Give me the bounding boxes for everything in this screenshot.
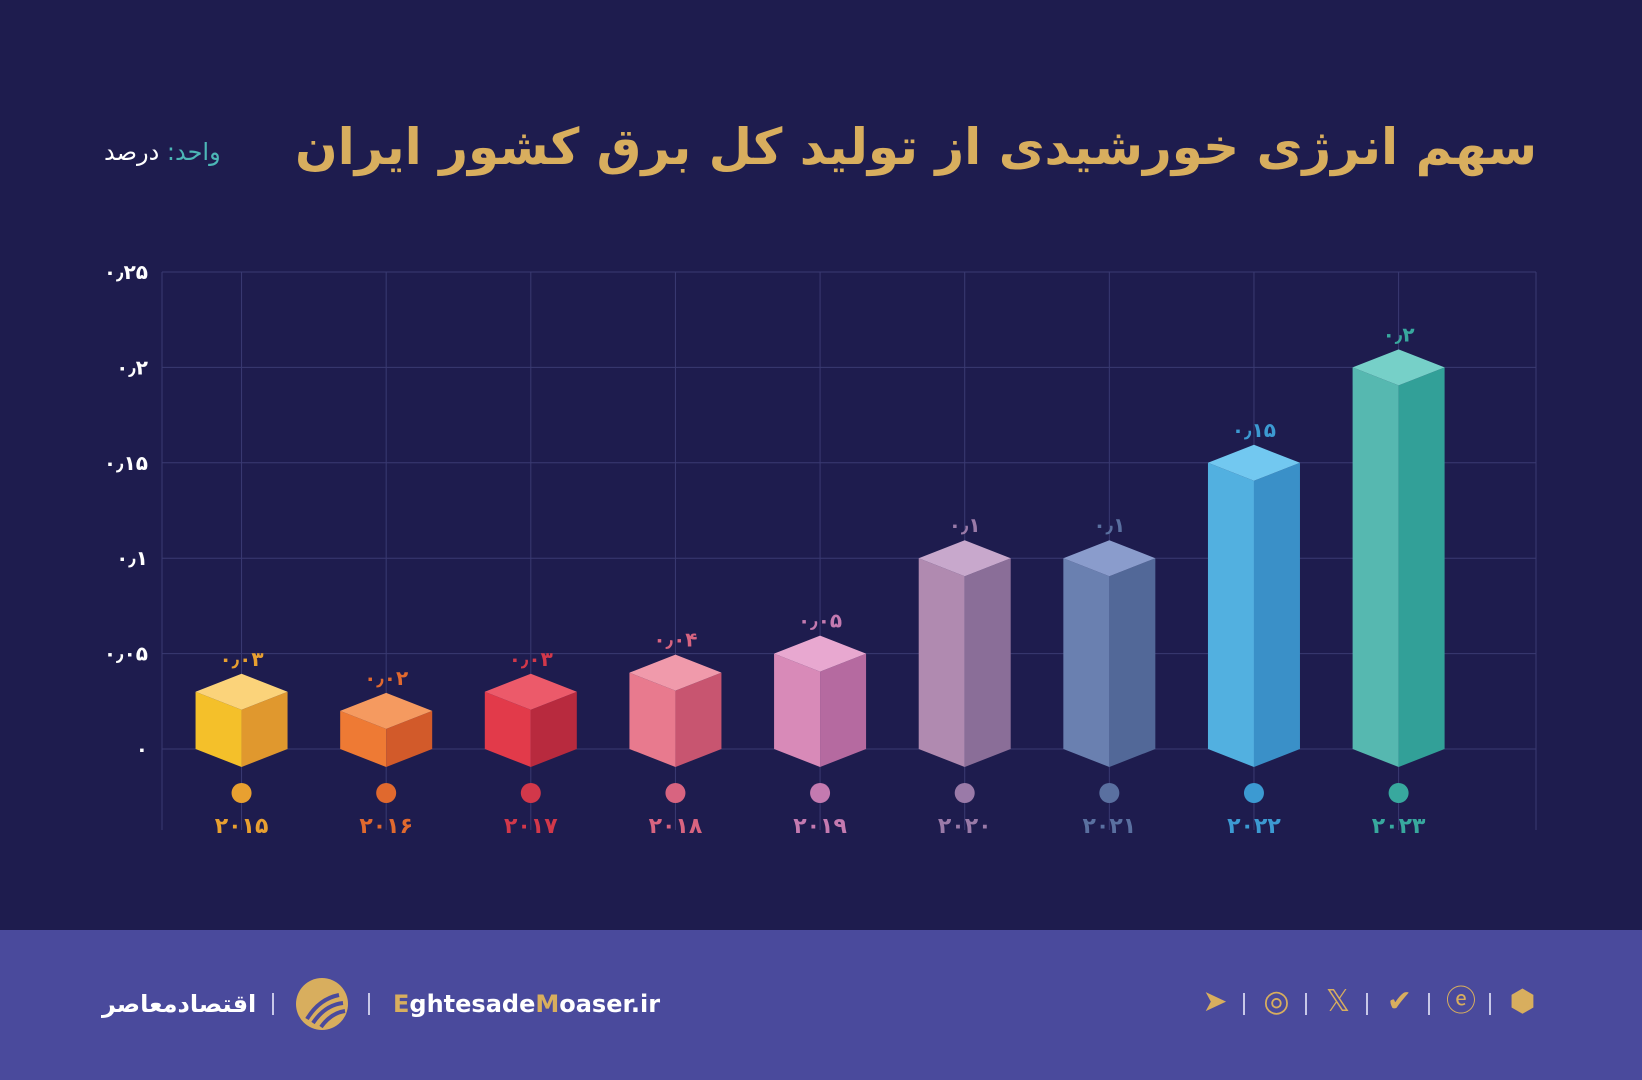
y-tick-label: ۰٫۲	[116, 355, 148, 379]
category-dot	[1099, 783, 1120, 803]
brand-logo-icon	[296, 978, 348, 1030]
bar-6	[1063, 540, 1156, 767]
bar-face-right	[530, 691, 577, 767]
bar-face-left	[340, 710, 387, 767]
bar-7	[1207, 444, 1300, 767]
bar-face-top	[340, 692, 433, 729]
category-dot	[954, 783, 975, 803]
bale-icon[interactable]: ✔	[1386, 984, 1413, 1019]
bar-face-right	[820, 653, 867, 767]
bar-face-top	[774, 635, 867, 672]
bar-face-top	[484, 673, 577, 710]
x-tick-label: ۲۰۱۹	[793, 814, 847, 839]
bar-face-right	[241, 691, 288, 767]
x-tick-label: ۲۰۱۵	[215, 814, 269, 839]
bar-0	[195, 673, 288, 767]
divider	[1366, 993, 1368, 1015]
unit-key: واحد:	[166, 138, 221, 166]
x-tick-label: ۲۰۲۱	[1082, 814, 1136, 839]
category-dot	[376, 783, 397, 803]
bar-face-top	[1352, 349, 1445, 386]
bar-face-left	[629, 672, 676, 767]
x-tick-label: ۲۰۲۳	[1372, 814, 1426, 839]
y-tick-label: ۰	[136, 737, 148, 761]
x-tick-label: ۲۰۱۸	[649, 814, 703, 839]
bar-face-right	[1398, 367, 1445, 767]
data-label: ۰٫۱	[949, 513, 981, 537]
bar-chart: ۰ ۰٫۰۵ ۰٫۱ ۰٫۱۵ ۰٫۲ ۰٫۲۵ ۰٫۰۳ ۲۰۱۵ ۰٫۰۲ ۲۰۱۶ ۰٫۰۳ ۲…	[104, 260, 1537, 839]
bar-face-left	[774, 653, 821, 767]
bar-face-top	[629, 654, 722, 691]
data-label: ۰٫۲	[1383, 322, 1415, 346]
bar-8	[1352, 349, 1445, 767]
bar-face-left	[1352, 367, 1399, 767]
divider	[1243, 993, 1245, 1015]
unit-label: واحد: درصد	[104, 138, 221, 166]
x-tick-label: ۲۰۱۶	[359, 814, 413, 839]
x-tick-label: ۲۰۲۲	[1227, 814, 1281, 839]
bar-2	[484, 673, 577, 767]
divider	[1304, 993, 1307, 1015]
website-link[interactable]: EghtesadeMoaser.ir	[393, 990, 661, 1018]
bar-1	[340, 692, 433, 767]
bar-face-left	[1207, 462, 1254, 767]
telegram-icon[interactable]: ➤	[1202, 984, 1228, 1019]
y-tick-label: ۰٫۱۵	[104, 451, 148, 475]
bar-face-top	[195, 673, 288, 710]
bar-face-left	[918, 558, 965, 767]
x-icon[interactable]: 𝕏	[1325, 984, 1351, 1019]
divider	[1489, 993, 1491, 1015]
y-tick-label: ۰٫۰۵	[104, 642, 148, 666]
bar-face-top	[1063, 540, 1156, 577]
bar-face-right	[675, 672, 722, 767]
category-dot	[231, 783, 252, 803]
category-dot	[520, 783, 541, 803]
data-label: ۰٫۱	[1093, 513, 1125, 537]
bar-face-left	[195, 691, 242, 767]
bar-face-top	[1207, 444, 1300, 481]
category-dot	[1388, 783, 1409, 803]
instagram-icon[interactable]: ◎	[1263, 984, 1290, 1019]
bar-face-right	[386, 710, 433, 767]
bar-3	[629, 654, 722, 767]
y-tick-label: ۰٫۲۵	[104, 260, 148, 284]
bar-face-right	[1109, 558, 1156, 767]
data-label: ۰٫۰۲	[364, 666, 408, 690]
eitaa-icon[interactable]: ⓔ	[1446, 984, 1476, 1019]
category-dot	[665, 783, 686, 803]
x-tick-label: ۲۰۱۷	[504, 814, 558, 839]
data-label: ۰٫۰۳	[509, 647, 553, 671]
footer: اقتصادمعاصر EghtesadeMoaser.ir ➤ ◎ 𝕏 ✔ ⓔ ⬢	[0, 930, 1642, 1080]
rubika-icon[interactable]: ⬢	[1509, 984, 1536, 1019]
bar-face-top	[918, 540, 1011, 577]
chart-title: سهم انرژی خورشیدی از تولید کل برق کشور ا…	[294, 118, 1537, 176]
x-tick-label: ۲۰۲۰	[938, 814, 992, 839]
divider	[1427, 993, 1430, 1015]
category-dot	[810, 783, 831, 803]
unit-value: درصد	[104, 138, 160, 166]
y-tick-label: ۰٫۱	[116, 546, 148, 570]
brand-name: اقتصادمعاصر	[102, 990, 257, 1018]
bar-4	[774, 635, 867, 767]
data-label: ۰٫۰۴	[653, 628, 697, 652]
bar-face-left	[484, 691, 531, 767]
bar-face-right	[964, 558, 1011, 767]
bar-face-right	[1253, 462, 1300, 767]
bar-5	[918, 540, 1011, 767]
bar-face-left	[1063, 558, 1110, 767]
data-label: ۰٫۱۵	[1232, 418, 1276, 442]
data-label: ۰٫۰۵	[798, 609, 842, 633]
category-dot	[1243, 783, 1264, 803]
data-label: ۰٫۰۳	[220, 647, 264, 671]
